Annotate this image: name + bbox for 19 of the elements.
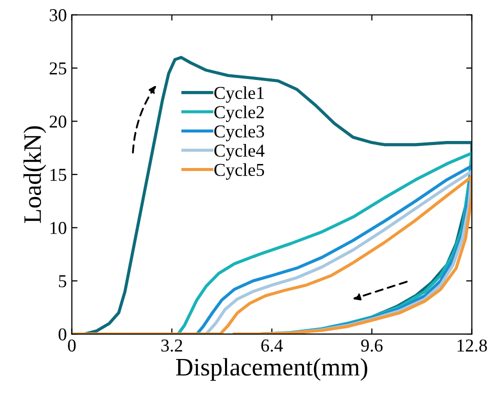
x-tick-label: 6.4 [261, 339, 283, 352]
legend-label: Cycle2 [214, 106, 264, 122]
y-tick-label: 0 [58, 328, 66, 341]
legend-label: Cycle4 [214, 144, 264, 160]
x-tick-label: 9.6 [361, 339, 383, 352]
y-tick-label: 5 [58, 275, 66, 288]
legend-label: Cycle3 [214, 124, 264, 142]
y-tick-label: 20 [50, 116, 66, 128]
x-tick-label: 3.2 [161, 339, 182, 352]
y-tick-label: 25 [50, 62, 66, 75]
x-tick-label: 12.8 [458, 339, 487, 352]
y-tick-label: 10 [50, 222, 66, 234]
legend-label: Cycle5 [214, 163, 264, 180]
legend-label: Cycle1 [214, 86, 264, 103]
x-axis-title: Displacement(mm) [176, 358, 368, 381]
y-tick-label: 15 [50, 168, 66, 181]
x-tick-label: 0 [68, 339, 76, 352]
y-axis-title: Load(kN) [23, 126, 46, 224]
y-tick-label: 30 [50, 9, 66, 22]
